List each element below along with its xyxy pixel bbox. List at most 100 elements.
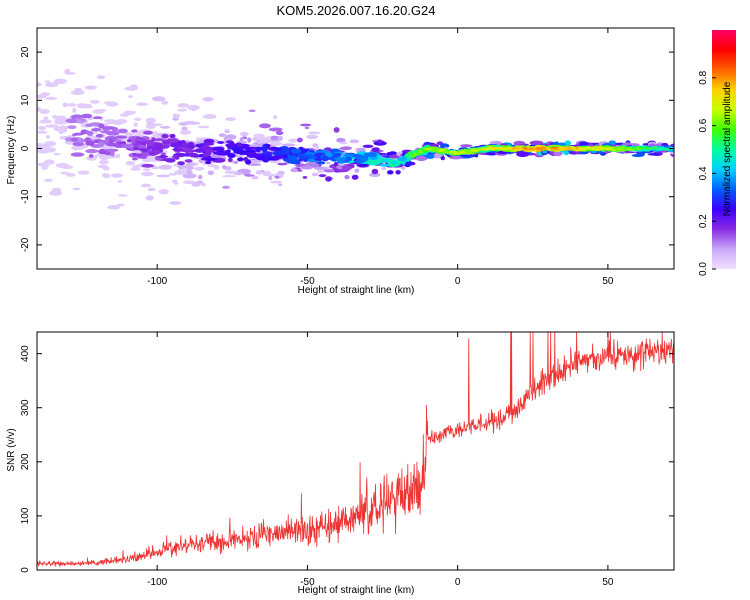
spectrogram-cell (183, 180, 195, 184)
spectrogram-cell (116, 119, 128, 124)
spectrogram-cell (110, 151, 115, 157)
spectrogram-cell (116, 203, 125, 207)
spectrogram-cell (323, 149, 328, 154)
spectrogram-cell (73, 132, 84, 136)
spectrogram-cell (377, 139, 383, 144)
spectrogram-cell (287, 154, 292, 158)
spectrogram-cell (212, 146, 225, 152)
spectrogram-cell (404, 162, 411, 168)
spectrogram-cell (101, 173, 108, 178)
spectrogram-cell (102, 126, 116, 130)
spectrogram-cell (636, 151, 645, 157)
spectrogram-cell (354, 168, 360, 173)
snr-ytick-label: 300 (20, 399, 31, 416)
spectrogram-cell (351, 174, 359, 180)
spectrogram-cell (300, 165, 313, 170)
spectrogram-cell (395, 170, 401, 175)
spectrogram-cell (44, 141, 57, 147)
spectrogram-cell (44, 178, 53, 182)
spectrogram-cell (361, 156, 369, 162)
spectrogram-ytick-label: 10 (20, 94, 31, 106)
spectrogram-cell (333, 127, 340, 133)
spectrogram-cell (222, 165, 227, 170)
spectrogram-cell (563, 150, 569, 156)
spectrogram-cell (197, 125, 210, 129)
spectrogram-cell (306, 134, 317, 138)
snr-panel: -100 -50 0 50 0 100 200 300 400 Height of straig… (6, 331, 675, 596)
spectrogram-cell (321, 155, 330, 162)
spectrogram-cell (38, 125, 47, 131)
spectrogram-cell (304, 126, 310, 130)
spectrogram-cell (231, 147, 241, 151)
spectrogram-cell (311, 172, 319, 177)
spectrogram-cell (246, 152, 253, 157)
spectrogram-cell (426, 154, 435, 159)
snr-line (37, 332, 674, 568)
spectrogram-cell (72, 107, 77, 113)
spectrogram-cell (131, 138, 136, 144)
spectrogram-cell (553, 151, 563, 157)
snr-frame (36, 331, 675, 571)
spectrogram-xtick-label: -100 (147, 276, 167, 287)
spectrogram-cell (92, 116, 103, 120)
spectrogram-cell (349, 139, 360, 144)
snr-ytick-label: 200 (20, 453, 31, 470)
spectrogram-cell (516, 151, 530, 158)
spectrogram-cell (216, 141, 225, 144)
spectrogram-cell (131, 129, 138, 133)
spectrogram-cell (332, 152, 342, 157)
spectrogram-cell (99, 159, 109, 165)
spectrogram-cell (218, 133, 227, 137)
spectrogram-cell (542, 150, 548, 154)
spectrogram-cell (182, 173, 197, 179)
spectrogram-cell (460, 144, 473, 148)
snr-xlabel: Height of straight line (km) (298, 585, 415, 596)
spectrogram-cell (341, 165, 352, 171)
spectrogram-cell (134, 117, 142, 122)
spectrogram-cell (316, 161, 326, 165)
spectrogram-cell (275, 131, 284, 135)
spectrogram-cell (222, 185, 230, 189)
spectrogram-cell (128, 95, 133, 98)
snr-xtick-label: -100 (147, 577, 167, 588)
spectrogram-cell (71, 145, 85, 150)
spectrogram-cell (449, 156, 463, 160)
spectrogram-cell (262, 157, 270, 163)
spectrogram-cell (181, 167, 188, 173)
spectrogram-cell (39, 109, 50, 114)
spectrogram-cell (98, 142, 104, 148)
spectrogram-cell (308, 131, 321, 135)
spectrogram-cell (273, 115, 278, 120)
snr-ylabel: SNR (v/v) (6, 428, 17, 471)
spectrogram-cell (386, 152, 391, 157)
spectrogram-cell (259, 123, 271, 129)
spectrogram-cell (156, 174, 171, 178)
spectrogram-cell (225, 137, 231, 141)
spectrogram-cell (37, 148, 50, 154)
spectrogram-cell (207, 164, 218, 168)
spectrogram-cell (177, 161, 185, 166)
spectrogram-cell (132, 157, 138, 161)
spectrogram-cell (362, 144, 374, 148)
spectrogram-xtick-label: -50 (300, 276, 315, 287)
spectrogram-cell (600, 152, 606, 156)
spectrogram-cell (139, 148, 149, 152)
spectrogram-cell (268, 147, 282, 151)
spectrogram-cell (207, 170, 215, 176)
spectrogram-cell (115, 135, 127, 139)
spectrogram-cell (65, 103, 77, 107)
spectrogram-cell (117, 128, 128, 134)
spectrogram-cell (172, 113, 177, 118)
colorbar: 0.0 0.2 0.4 0.6 0.8 Normalized spectral ampl… (698, 30, 736, 276)
colorbar-tick-label: 0.8 (698, 70, 709, 84)
spectrogram-cell (168, 138, 179, 144)
spectrogram-cell (290, 148, 302, 155)
spectrogram-cell (297, 137, 303, 143)
spectrogram-cell (338, 146, 352, 151)
spectrogram-cell (184, 163, 195, 167)
spectrogram-ytick-label: 20 (20, 46, 31, 58)
snr-ytick-label: 0 (20, 567, 31, 573)
spectrogram-cell (45, 82, 59, 88)
spectrogram-cell (184, 159, 193, 163)
